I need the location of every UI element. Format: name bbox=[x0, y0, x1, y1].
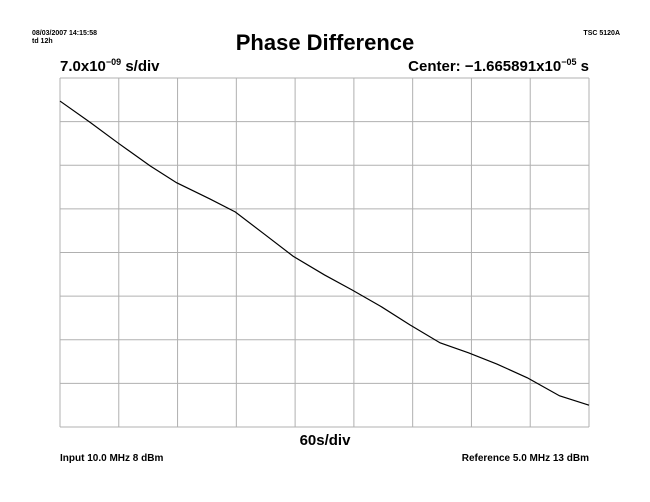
unit: s bbox=[576, 58, 589, 75]
reference-label: Reference 5.0 MHz 13 dBm bbox=[462, 453, 589, 464]
input-label: Input 10.0 MHz 8 dBm bbox=[60, 453, 163, 464]
timestamp: 08/03/2007 14:15:58 bbox=[32, 30, 97, 37]
y-scale-label: 7.0x10−09 s/div bbox=[60, 57, 160, 75]
unit: s/div bbox=[121, 58, 160, 75]
duration: td 12h bbox=[32, 38, 53, 45]
exponent: −09 bbox=[106, 57, 121, 67]
instrument: TSC 5120A bbox=[583, 30, 620, 37]
exponent: −05 bbox=[561, 57, 576, 67]
mantissa: Center: −1.665891x10 bbox=[408, 58, 561, 75]
x-scale-label: 60s/div bbox=[300, 432, 352, 449]
center-label: Center: −1.665891x10−05 s bbox=[408, 57, 589, 75]
mantissa: 7.0x10 bbox=[60, 58, 106, 75]
data-line bbox=[59, 100, 590, 406]
chart-title: Phase Difference bbox=[236, 30, 415, 55]
